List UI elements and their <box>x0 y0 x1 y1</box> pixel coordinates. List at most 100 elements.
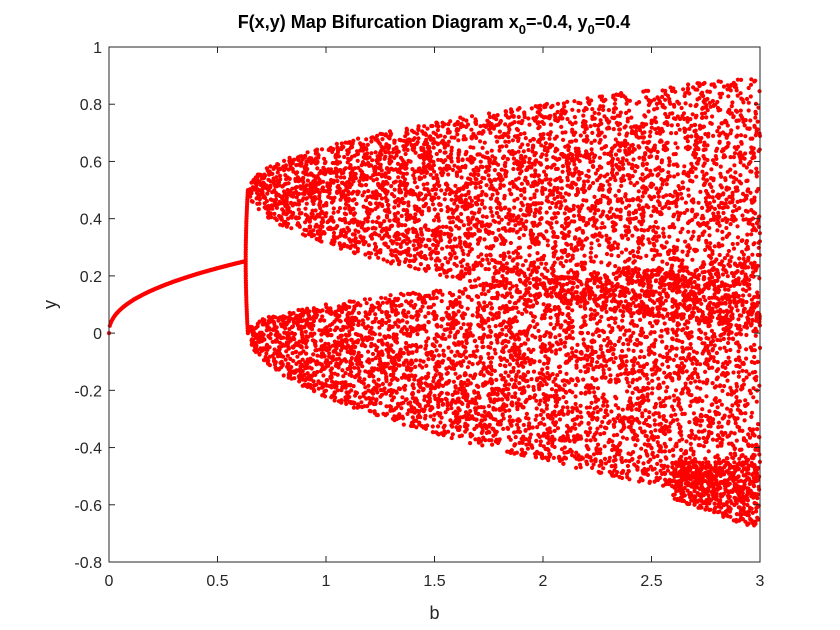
data-point <box>569 320 574 325</box>
data-point <box>691 411 697 416</box>
data-point <box>624 359 629 364</box>
data-point <box>533 417 538 422</box>
data-point <box>661 380 666 385</box>
data-point <box>688 103 693 108</box>
data-point <box>746 100 751 105</box>
data-point <box>459 326 464 331</box>
data-point <box>681 87 686 92</box>
data-point <box>656 194 661 199</box>
data-point <box>393 308 399 313</box>
data-point <box>577 208 582 213</box>
data-point <box>589 345 594 350</box>
data-point <box>446 345 451 350</box>
data-point <box>524 411 530 416</box>
data-point <box>384 215 390 220</box>
data-point <box>754 189 759 194</box>
data-point <box>627 384 632 389</box>
data-point <box>335 224 340 229</box>
data-point <box>545 243 551 248</box>
data-point <box>480 145 485 150</box>
data-point <box>747 388 752 393</box>
data-point <box>700 232 705 237</box>
data-point <box>526 267 531 272</box>
data-point <box>439 208 444 213</box>
data-point <box>547 136 552 141</box>
data-point <box>589 458 594 463</box>
data-point <box>515 186 520 191</box>
data-point <box>631 363 636 368</box>
data-point <box>593 437 598 442</box>
data-point <box>595 360 600 365</box>
data-point <box>588 426 593 431</box>
data-point <box>631 289 636 294</box>
data-point <box>707 233 712 238</box>
data-point <box>693 367 698 372</box>
data-point <box>537 359 542 364</box>
data-point <box>703 199 709 204</box>
data-point <box>490 192 495 197</box>
data-point <box>739 141 744 146</box>
data-point <box>596 111 602 116</box>
data-point <box>489 148 494 153</box>
data-point <box>728 155 733 160</box>
data-point <box>289 226 294 231</box>
data-point <box>591 180 596 186</box>
data-point <box>628 335 633 340</box>
data-point <box>675 172 680 177</box>
data-point <box>527 245 532 250</box>
data-point <box>498 362 503 368</box>
data-point <box>573 401 578 407</box>
data-point <box>652 422 658 427</box>
data-point <box>570 390 575 395</box>
data-point <box>696 200 701 205</box>
data-point <box>618 336 623 341</box>
data-point <box>544 382 549 387</box>
data-point <box>482 237 487 242</box>
data-point <box>576 108 581 113</box>
data-point <box>281 373 286 378</box>
data-point <box>506 382 512 387</box>
data-point <box>712 334 717 339</box>
data-point <box>630 233 635 238</box>
data-point <box>745 232 750 237</box>
data-point <box>715 221 720 226</box>
data-point <box>336 154 341 159</box>
data-point <box>620 348 625 354</box>
data-point <box>704 171 709 176</box>
data-point <box>383 154 388 159</box>
data-points <box>106 77 763 528</box>
data-point <box>430 424 435 429</box>
data-point <box>488 206 493 211</box>
data-point <box>696 335 701 341</box>
data-point <box>698 362 703 367</box>
data-point <box>552 325 557 330</box>
data-point <box>378 394 383 399</box>
data-point <box>484 214 489 220</box>
data-point <box>726 340 731 346</box>
data-point <box>748 118 753 123</box>
data-point <box>696 443 701 448</box>
data-point <box>509 377 514 382</box>
data-point <box>496 314 501 320</box>
data-point <box>486 351 491 356</box>
data-point <box>453 371 458 376</box>
data-point <box>369 139 374 144</box>
data-point <box>684 439 689 444</box>
data-point <box>315 166 320 171</box>
data-point <box>367 297 372 302</box>
data-point <box>669 414 674 419</box>
data-point <box>752 260 757 265</box>
data-point <box>333 166 338 171</box>
data-point <box>726 287 731 292</box>
data-point <box>492 168 497 173</box>
data-point <box>469 114 475 119</box>
data-point <box>751 427 756 432</box>
data-point <box>743 455 748 460</box>
data-point <box>747 372 752 377</box>
data-point <box>724 270 729 275</box>
data-point <box>544 177 549 182</box>
data-point <box>476 237 481 242</box>
data-point <box>664 240 669 245</box>
data-point <box>467 360 472 365</box>
data-point <box>342 175 347 180</box>
